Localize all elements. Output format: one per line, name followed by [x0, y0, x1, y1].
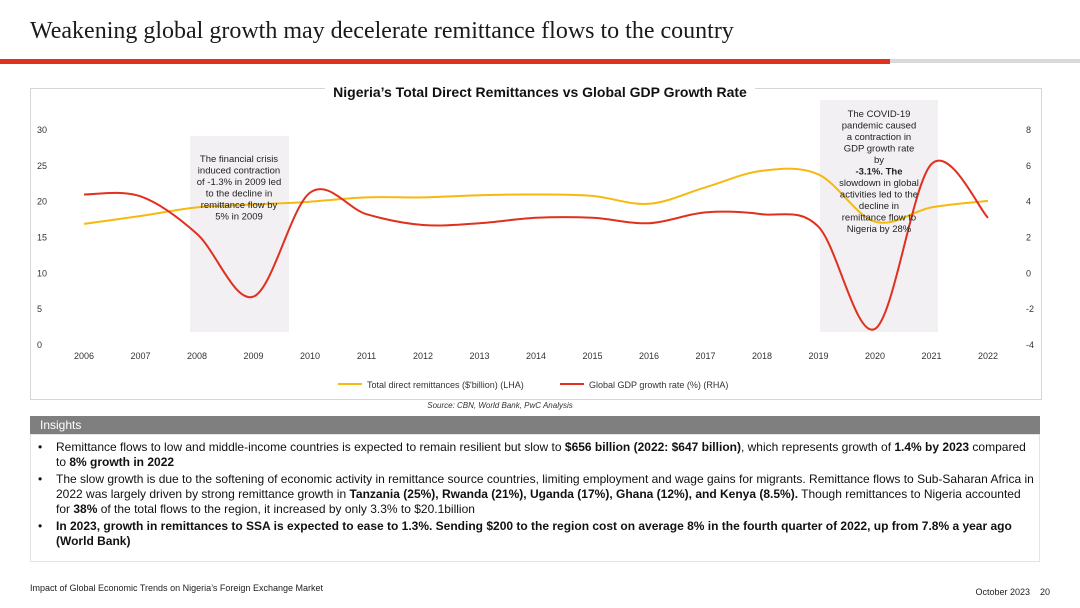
annotation-box: [820, 100, 938, 332]
series-line-gdp-growth: [83, 159, 989, 331]
x-axis-tick: 2017: [695, 351, 715, 361]
annotation-text: induced contraction: [198, 166, 280, 177]
x-axis-tick: 2020: [865, 351, 885, 361]
footer-meta: October 2023 20: [975, 587, 1050, 597]
annotation-text: pandemic caused: [842, 121, 916, 132]
right-axis-tick: 8: [1026, 125, 1031, 135]
insight-text: $656 billion (2022: $647 billion): [564, 440, 741, 454]
legend-axis-note: (LHA): [498, 380, 524, 390]
right-axis-tick: 0: [1026, 268, 1031, 278]
chart-title-wrap: Nigeria’s Total Direct Remittances vs Gl…: [0, 84, 1080, 100]
left-axis-tick: 30: [37, 125, 47, 135]
left-axis-tick: 15: [37, 233, 47, 243]
annotation-text: remittance flow to: [842, 213, 916, 224]
legend-series-name: Global GDP growth rate (%): [589, 380, 701, 390]
x-axis-tick: 2021: [921, 351, 941, 361]
left-axis-tick: 25: [37, 161, 47, 171]
insight-item: The slow growth is due to the softening …: [36, 472, 1036, 517]
x-axis-tick: 2018: [752, 351, 772, 361]
insights-list: Remittance flows to low and middle-incom…: [36, 440, 1036, 551]
x-axis-tick: 2022: [978, 351, 998, 361]
insight-text: Tanzania (25%), Rwanda (21%), Uganda (17…: [349, 487, 799, 501]
title-underline-accent: [0, 59, 890, 64]
right-axis-tick: 2: [1026, 233, 1031, 243]
annotation-text: slowdown in global: [839, 178, 919, 189]
insight-text: In 2023, growth in remittances to SSA is…: [56, 519, 1012, 548]
insight-text: The slow growth is due to the softening …: [56, 472, 1034, 501]
left-axis-tick: 20: [37, 197, 47, 207]
chart-svg: 0 5 10 15 20 25 30 -4 -2 0 2 4 6 8 2006 2007 2008 2009 201…: [37, 100, 1034, 390]
x-axis-tick: 2011: [357, 351, 376, 361]
right-axis-tick: -4: [1026, 340, 1034, 350]
x-axis-tick: 2009: [243, 351, 263, 361]
annotation-text: a contraction in: [847, 132, 911, 143]
annotation-text: The COVID-19: [848, 109, 911, 120]
x-axis-tick: 2008: [187, 351, 207, 361]
left-axis-tick: 5: [37, 304, 42, 314]
x-axis-tick: 2010: [300, 351, 320, 361]
annotation-text: to the decline in: [206, 189, 273, 200]
insights-header: Insights: [40, 418, 82, 432]
legend-label: Total direct remittances ($'billion) (LH…: [367, 380, 524, 390]
page-number: 20: [1039, 587, 1050, 597]
annotation-text: -3.1%. The: [856, 167, 903, 178]
annotation-text: of -1.3% in 2009 led: [197, 177, 282, 188]
legend-label: Global GDP growth rate (%) (RHA): [589, 380, 728, 390]
legend-series-name: Total direct remittances ($'billion): [367, 380, 498, 390]
x-axis-tick: 2014: [526, 351, 546, 361]
annotation-text: activities led to the: [840, 190, 918, 201]
slide-title: Weakening global growth may decelerate r…: [30, 18, 734, 44]
insights-header-bar: Insights: [30, 416, 1040, 434]
insight-text: compared to: [56, 440, 1026, 469]
x-axis-tick: 2016: [639, 351, 659, 361]
annotation-text: Nigeria by 28%: [847, 224, 912, 235]
insight-text: 1.4% by 2023: [894, 440, 970, 454]
insight-item: In 2023, growth in remittances to SSA is…: [36, 519, 1036, 549]
footer-date: October 2023: [975, 587, 1030, 597]
insight-item: Remittance flows to low and middle-incom…: [36, 440, 1036, 470]
annotation-box: [190, 136, 289, 332]
right-axis-tick: -2: [1026, 304, 1034, 314]
x-axis-tick: 2007: [130, 351, 150, 361]
insight-text: , which represents growth of: [740, 440, 895, 454]
right-axis-tick: 4: [1026, 197, 1031, 207]
right-axis-tick: 6: [1026, 161, 1031, 171]
chart-title: Nigeria’s Total Direct Remittances vs Gl…: [325, 84, 755, 100]
chart-source: Source: CBN, World Bank, PwC Analysis: [427, 401, 573, 410]
left-axis-tick: 10: [37, 268, 47, 278]
x-axis-tick: 2015: [582, 351, 602, 361]
x-axis-tick: 2006: [74, 351, 94, 361]
footer-report-title: Impact of Global Economic Trends on Nige…: [30, 583, 323, 593]
x-axis-tick: 2012: [413, 351, 433, 361]
x-axis-tick: 2013: [469, 351, 489, 361]
annotation-text: decline in: [859, 201, 899, 212]
annotation-text: The financial crisis: [200, 154, 278, 165]
insight-text: of the total flows to the region, it inc…: [97, 502, 475, 516]
insight-text: 38%: [73, 502, 98, 516]
insight-text: 8% growth in 2022: [69, 455, 175, 469]
annotation-text: remittance flow by: [201, 200, 278, 211]
x-axis-tick: 2019: [808, 351, 828, 361]
left-axis-tick: 0: [37, 340, 42, 350]
insight-text: Though remittances to Nigeria accounted …: [56, 487, 1021, 516]
series-line-remittances: [83, 167, 989, 225]
annotation-text: by: [874, 155, 884, 166]
insights-box: [30, 434, 1040, 562]
legend-axis-note: (RHA): [701, 380, 729, 390]
annotation-text: GDP growth rate: [844, 144, 915, 155]
annotation-text: 5% in 2009: [215, 212, 263, 223]
insight-text: Remittance flows to low and middle-incom…: [56, 440, 565, 454]
